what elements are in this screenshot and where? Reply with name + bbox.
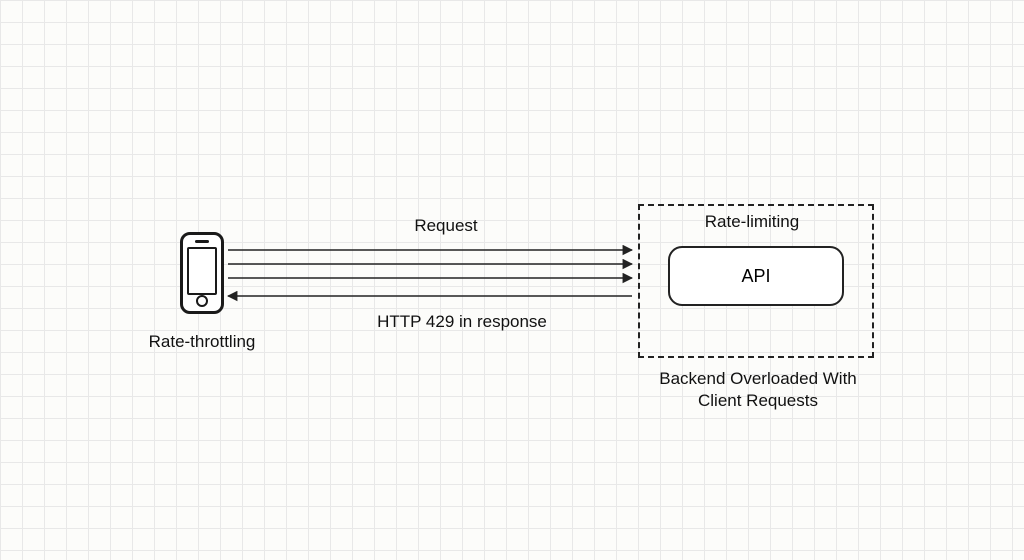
response-label: HTTP 429 in response	[352, 312, 572, 332]
api-label: API	[741, 266, 770, 287]
phone-screen	[187, 247, 217, 295]
api-node: API	[668, 246, 844, 306]
backend-caption-line1: Backend Overloaded With	[659, 369, 857, 388]
backend-caption: Backend Overloaded With Client Requests	[640, 368, 876, 412]
phone-speaker	[195, 240, 209, 243]
request-label: Request	[396, 216, 496, 236]
rate-limiting-title: Rate-limiting	[692, 212, 812, 232]
phone-label: Rate-throttling	[132, 332, 272, 352]
phone-node	[180, 232, 224, 314]
diagram-canvas: Rate-throttling Rate-limiting API Backen…	[0, 0, 1024, 560]
backend-caption-line2: Client Requests	[698, 391, 818, 410]
phone-home-button	[196, 295, 208, 307]
